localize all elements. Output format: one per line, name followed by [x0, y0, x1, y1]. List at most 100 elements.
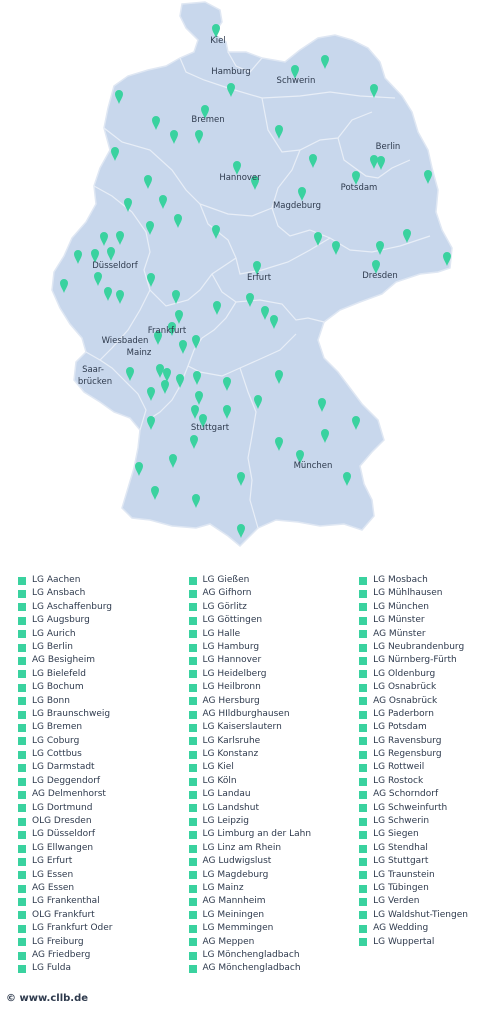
legend-item-label: AG Essen — [32, 882, 75, 893]
court-marker-icon[interactable] — [275, 370, 283, 384]
court-marker-icon[interactable] — [332, 241, 340, 255]
court-marker-icon[interactable] — [100, 232, 108, 246]
court-marker-icon[interactable] — [213, 301, 221, 315]
court-marker-icon[interactable] — [237, 524, 245, 538]
court-marker-icon[interactable] — [116, 290, 124, 304]
court-marker-icon[interactable] — [370, 84, 378, 98]
court-marker-icon[interactable] — [135, 462, 143, 476]
court-marker-icon[interactable] — [152, 116, 160, 130]
court-marker-icon[interactable] — [352, 171, 360, 185]
legend-item-label: LG Verden — [373, 896, 420, 907]
court-marker-icon[interactable] — [159, 195, 167, 209]
legend-square-icon — [359, 616, 368, 625]
legend-square-icon — [359, 764, 368, 773]
court-marker-icon[interactable] — [233, 161, 241, 175]
court-marker-icon[interactable] — [309, 154, 317, 168]
court-marker-icon[interactable] — [199, 414, 207, 428]
legend-item-label: LG Ravensburg — [373, 735, 442, 746]
court-marker-icon[interactable] — [161, 380, 169, 394]
court-marker-icon[interactable] — [174, 214, 182, 228]
legend-item-label: LG Aschaffenburg — [32, 601, 112, 612]
court-marker-icon[interactable] — [352, 416, 360, 430]
court-marker-icon[interactable] — [126, 367, 134, 381]
court-marker-icon[interactable] — [156, 364, 164, 378]
court-marker-icon[interactable] — [253, 261, 261, 275]
court-marker-icon[interactable] — [321, 429, 329, 443]
court-marker-icon[interactable] — [192, 494, 200, 508]
court-marker-icon[interactable] — [291, 65, 299, 79]
court-marker-icon[interactable] — [154, 331, 162, 345]
court-marker-icon[interactable] — [179, 340, 187, 354]
court-marker-icon[interactable] — [124, 198, 132, 212]
court-marker-icon[interactable] — [147, 387, 155, 401]
court-marker-icon[interactable] — [318, 398, 326, 412]
court-marker-icon[interactable] — [424, 170, 432, 184]
court-marker-icon[interactable] — [275, 125, 283, 139]
legend-item-label: LG Memmingen — [202, 923, 274, 934]
court-marker-icon[interactable] — [377, 156, 385, 170]
court-marker-icon[interactable] — [74, 250, 82, 264]
court-marker-icon[interactable] — [60, 279, 68, 293]
court-marker-icon[interactable] — [376, 241, 384, 255]
court-marker-icon[interactable] — [104, 287, 112, 301]
court-marker-icon[interactable] — [170, 130, 178, 144]
legend-item-label: LG Frankenthal — [32, 896, 100, 907]
court-marker-icon[interactable] — [372, 260, 380, 274]
court-marker-icon[interactable] — [212, 225, 220, 239]
legend-item: LG Tübingen — [359, 882, 488, 895]
court-marker-icon[interactable] — [111, 147, 119, 161]
court-marker-icon[interactable] — [212, 24, 220, 38]
court-marker-icon[interactable] — [172, 290, 180, 304]
court-marker-icon[interactable] — [403, 229, 411, 243]
court-marker-icon[interactable] — [163, 368, 171, 382]
court-marker-icon[interactable] — [246, 293, 254, 307]
court-marker-icon[interactable] — [254, 395, 262, 409]
court-marker-icon[interactable] — [298, 187, 306, 201]
court-marker-icon[interactable] — [261, 306, 269, 320]
legend-item: LG Cottbus — [18, 748, 189, 761]
court-marker-icon[interactable] — [115, 90, 123, 104]
legend-item-label: LG Osnabrück — [373, 682, 437, 693]
court-marker-icon[interactable] — [168, 322, 176, 336]
legend-item-label: LG Aurich — [32, 628, 76, 639]
court-marker-icon[interactable] — [176, 374, 184, 388]
court-marker-icon[interactable] — [227, 83, 235, 97]
court-marker-icon[interactable] — [223, 405, 231, 419]
court-marker-icon[interactable] — [147, 416, 155, 430]
court-marker-icon[interactable] — [237, 472, 245, 486]
court-marker-icon[interactable] — [370, 155, 378, 169]
court-marker-icon[interactable] — [193, 371, 201, 385]
court-marker-icon[interactable] — [107, 247, 115, 261]
court-marker-icon[interactable] — [275, 437, 283, 451]
court-marker-icon[interactable] — [151, 486, 159, 500]
court-marker-icon[interactable] — [169, 454, 177, 468]
court-marker-icon[interactable] — [195, 130, 203, 144]
legend-item: LG Memmingen — [188, 922, 360, 935]
court-marker-icon[interactable] — [144, 175, 152, 189]
court-marker-icon[interactable] — [147, 273, 155, 287]
court-marker-icon[interactable] — [296, 450, 304, 464]
court-marker-icon[interactable] — [314, 232, 322, 246]
court-marker-icon[interactable] — [251, 176, 259, 190]
city-labels: Kiel Hamburg Schwerin Bremen Berlin Hannover P… — [78, 36, 400, 471]
court-marker-icon[interactable] — [443, 252, 451, 266]
court-marker-icon[interactable] — [175, 310, 183, 324]
court-marker-icon[interactable] — [321, 55, 329, 69]
court-marker-icon[interactable] — [146, 221, 154, 235]
legend-item-label: LG Wuppertal — [373, 936, 435, 947]
court-marker-icon[interactable] — [223, 377, 231, 391]
legend-square-icon — [359, 657, 368, 666]
court-marker-icon[interactable] — [343, 472, 351, 486]
court-marker-icon[interactable] — [190, 435, 198, 449]
court-marker-icon[interactable] — [116, 231, 124, 245]
legend-item-label: LG Göttingen — [202, 615, 263, 626]
legend-item-label: LG Paderborn — [373, 708, 434, 719]
court-marker-icon[interactable] — [191, 405, 199, 419]
court-marker-icon[interactable] — [192, 335, 200, 349]
court-marker-icon[interactable] — [195, 391, 203, 405]
court-marker-icon[interactable] — [91, 249, 99, 263]
court-marker-icon[interactable] — [201, 105, 209, 119]
city-label: Magdeburg — [273, 201, 321, 211]
court-marker-icon[interactable] — [94, 272, 102, 286]
court-marker-icon[interactable] — [270, 315, 278, 329]
